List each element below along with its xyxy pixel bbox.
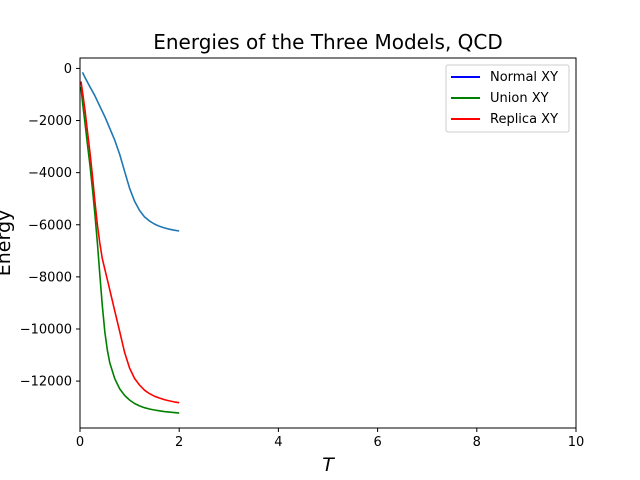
legend-label-union-xy: Union XY [490,91,549,106]
x-ticks: 0 2 4 6 8 10 [76,428,584,450]
y-tick-label: −12000 [20,375,72,390]
x-tick-label: 8 [473,435,481,450]
plot-frame [79,57,577,429]
y-tick-label: −6000 [28,218,72,233]
x-tick-label: 0 [76,435,84,450]
y-tick-label: −8000 [28,270,72,285]
series-line-replica-xy [80,81,180,404]
y-tick-label: −4000 [28,166,72,181]
x-axis-label: T [322,454,335,476]
y-tick-label: −10000 [20,322,72,337]
x-tick-label: 6 [373,435,381,450]
y-tick-label: −2000 [28,114,72,129]
y-ticks: 0 −2000 −4000 −6000 −8000 −10000 −12000 [20,62,80,390]
legend-label-replica-xy: Replica XY [490,112,558,127]
legend: Normal XY Union XY Replica XY [445,64,570,133]
series-layer [80,71,180,414]
series-line-union-xy [80,86,180,414]
x-tick-label: 10 [568,435,585,450]
x-tick-label: 2 [175,435,183,450]
legend-label-normal-xy: Normal XY [490,70,558,85]
legend-box [445,64,570,133]
series-line-normal-xy [81,71,180,232]
y-axis-label: Energy [0,210,15,277]
chart-title: Energies of the Three Models, QCD [153,30,503,54]
x-tick-label: 4 [274,435,282,450]
y-tick-label: 0 [64,62,72,77]
